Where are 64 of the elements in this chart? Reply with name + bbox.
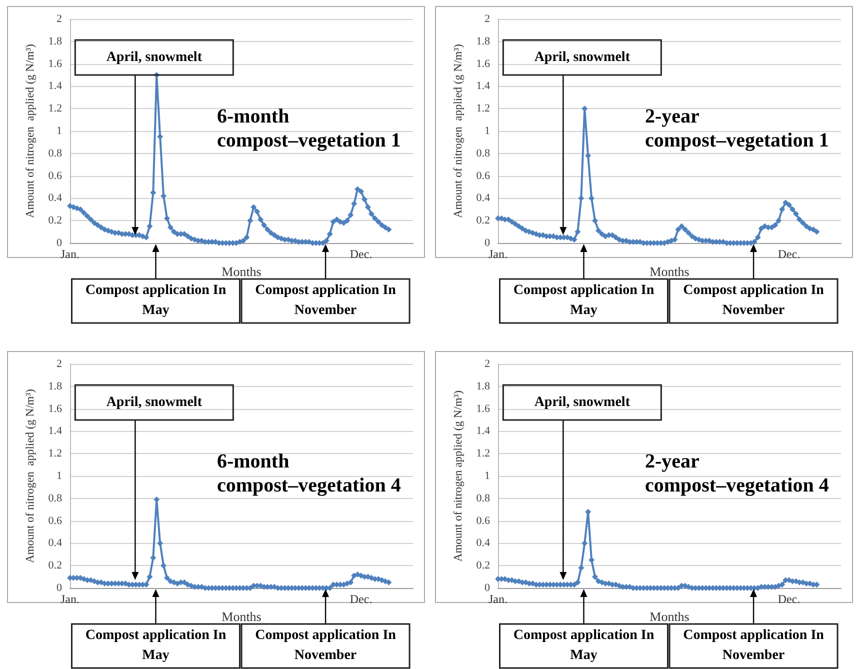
- y-tick-label: 1.8: [48, 35, 62, 48]
- y-tick-label: 0.4: [476, 537, 490, 550]
- y-tick-label: 1: [484, 470, 490, 482]
- x-tick-label: Jan.: [60, 592, 80, 606]
- y-tick-label: 0.6: [476, 514, 490, 527]
- y-tick-label: 1.4: [476, 80, 490, 92]
- y-tick-label: 0.8: [476, 492, 490, 504]
- y-tick-label: 1: [484, 125, 490, 137]
- x-tick-label: Jan.: [60, 247, 80, 261]
- y-tick-label: 1.4: [48, 80, 62, 92]
- x-axis-title: Months: [222, 264, 262, 279]
- y-tick-label: 0.4: [48, 537, 62, 550]
- y-tick-label: 1.2: [48, 448, 62, 460]
- text: 6-month compost–vegetation 1: [216, 106, 401, 152]
- x-axis-title: Months: [650, 608, 690, 624]
- y-tick-label: 0.4: [476, 192, 490, 204]
- y-tick-label: 0.8: [48, 147, 62, 160]
- y-tick-label: 1.2: [476, 102, 490, 115]
- y-tick-label: 1.2: [48, 102, 62, 115]
- y-tick-label: 0: [484, 582, 490, 594]
- y-tick-label: 1.6: [48, 402, 62, 415]
- y-tick-label: 0.6: [48, 170, 62, 182]
- y-tick-label: 1: [56, 125, 62, 137]
- y-tick-label: 1.6: [476, 58, 490, 70]
- x-tick-label: Jan.: [488, 592, 508, 606]
- y-tick-label: 0.8: [476, 147, 490, 160]
- y-tick-label: 1.8: [476, 380, 490, 392]
- y-tick-label: 1: [56, 470, 62, 482]
- x-axis-title: Months: [222, 608, 262, 624]
- y-tick-label: 0.6: [476, 170, 490, 182]
- y-tick-label: 1.2: [476, 448, 490, 460]
- y-tick-label: 0.8: [48, 492, 62, 504]
- y-tick-label: 1.8: [48, 380, 62, 392]
- text: 2-year compost–vegetation 1: [644, 106, 829, 152]
- y-tick-label: 1.4: [48, 425, 62, 438]
- y-axis-title: Amount of nitrogen applied (g N/m³): [24, 388, 36, 563]
- y-tick-label: 0: [56, 582, 62, 594]
- y-tick-label: 0.6: [48, 514, 62, 527]
- x-tick-label: Jan.: [488, 247, 508, 261]
- y-tick-label: 0.2: [48, 214, 62, 227]
- y-tick-label: 2: [484, 13, 490, 25]
- y-tick-label: 2: [56, 13, 62, 25]
- y-tick-label: 0: [56, 237, 62, 249]
- y-tick-label: 2: [56, 358, 62, 370]
- x-tick-label: Dec.: [350, 247, 372, 261]
- y-axis-title: Amount of nitrogen applied (g N/m³): [24, 44, 36, 218]
- y-tick-label: 1.6: [48, 58, 62, 70]
- y-tick-label: 1.4: [476, 425, 490, 438]
- x-tick-label: Dec.: [350, 592, 372, 606]
- y-axis-title: Amount of nitrogen applied (g N/m³): [452, 44, 464, 218]
- text: 2-year compost–vegetation 4: [644, 450, 829, 497]
- text: 6-month compost–vegetation 4: [216, 450, 401, 497]
- y-tick-label: 0.2: [48, 560, 62, 572]
- y-tick-label: 0: [484, 237, 490, 249]
- y-tick-label: 0.2: [476, 560, 490, 572]
- y-tick-label: 2: [484, 358, 490, 370]
- y-tick-label: 0.2: [476, 214, 490, 227]
- y-axis-title: Amount of nitrogen applied (g N/m³): [452, 390, 464, 562]
- x-tick-label: Dec.: [778, 247, 800, 261]
- x-tick-label: Dec.: [778, 592, 800, 606]
- y-tick-label: 1.8: [476, 35, 490, 48]
- x-axis-title: Months: [650, 264, 690, 279]
- y-tick-label: 1.6: [476, 402, 490, 415]
- y-tick-label: 0.4: [48, 192, 62, 204]
